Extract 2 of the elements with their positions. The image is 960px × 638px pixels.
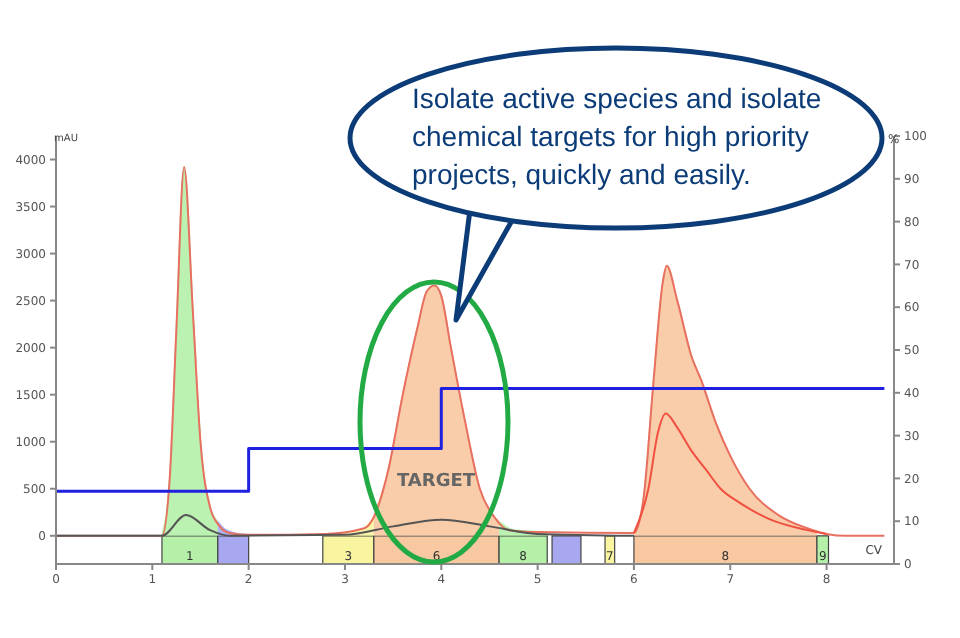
annotation: TARGET: [396, 472, 477, 492]
annotation: Isolate active species and isolate chemical targets for high priority projects, quickly and easily.: [412, 80, 824, 194]
